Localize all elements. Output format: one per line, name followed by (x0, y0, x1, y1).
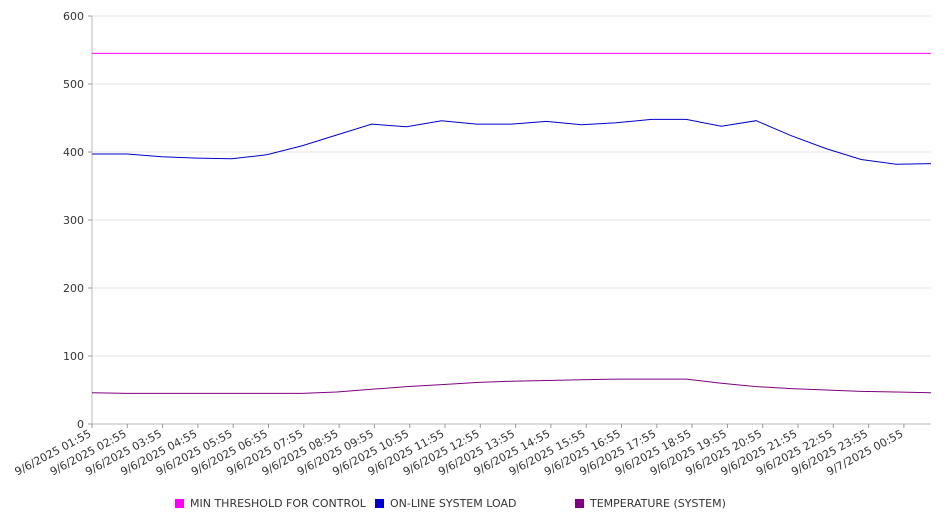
legend-item-temperature: TEMPERATURE (SYSTEM) (575, 497, 726, 510)
legend-swatch-temperature (575, 499, 584, 508)
y-axis-ticks: 0 100 200 300 400 500 600 (63, 10, 92, 431)
legend-item-system-load: ON-LINE SYSTEM LOAD (375, 497, 516, 510)
y-tick-label-500: 500 (63, 78, 84, 91)
y-tick-label-200: 200 (63, 282, 84, 295)
series-line-2 (91, 378, 932, 394)
legend-swatch-system-load (375, 499, 384, 508)
legend-item-min-threshold: MIN THRESHOLD FOR CONTROL (175, 497, 366, 510)
y-tick-label-100: 100 (63, 350, 84, 363)
series-line-1 (92, 118, 932, 165)
gridlines (92, 15, 931, 357)
legend-label-temperature: TEMPERATURE (SYSTEM) (590, 497, 726, 510)
x-axis-ticks: 9/6/2025 01:559/6/2025 02:559/6/2025 03:… (13, 424, 905, 478)
y-tick-label-300: 300 (63, 214, 84, 227)
series-lines (91, 52, 932, 394)
legend-swatch-min-threshold (175, 499, 184, 508)
legend-label-system-load: ON-LINE SYSTEM LOAD (390, 497, 517, 510)
y-tick-label-600: 600 (63, 10, 84, 23)
y-tick-label-0: 0 (77, 418, 84, 431)
legend: MIN THRESHOLD FOR CONTROL ON-LINE SYSTEM… (0, 497, 946, 515)
legend-label-min-threshold: MIN THRESHOLD FOR CONTROL (190, 497, 366, 510)
y-tick-label-400: 400 (63, 146, 84, 159)
